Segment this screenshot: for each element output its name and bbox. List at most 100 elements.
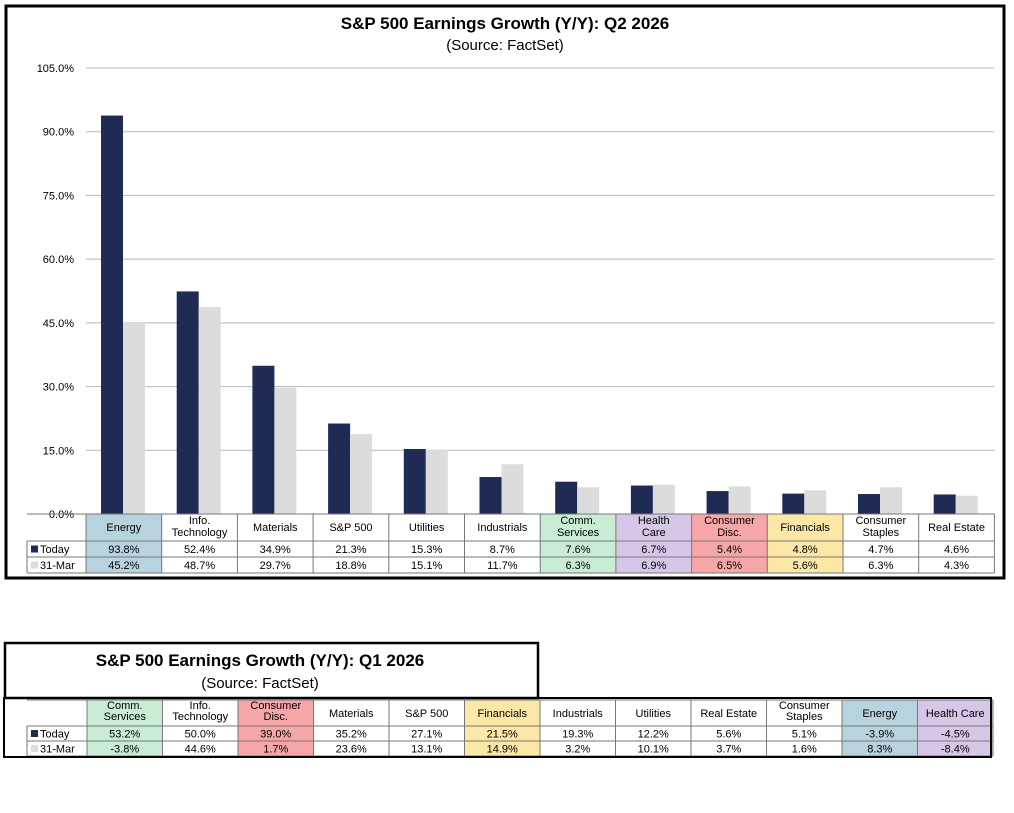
y-tick-label: 45.0% [43, 318, 74, 330]
data-label: 15.3% [411, 544, 442, 556]
y-tick-label: 15.0% [43, 445, 74, 457]
table-frame [3, 697, 992, 758]
y-axis-tick-labels: 0.0% 15.0% 30.0% 45.0% 60.0% 75.0% 90.0% 105.0% [37, 63, 75, 521]
category-label-energy: Energy [862, 708, 897, 720]
column-highlight [238, 700, 314, 756]
data-label: 45.2% [108, 560, 139, 572]
category-label-consumer-staples: Consumer Staples [855, 515, 906, 539]
data-label: 3.2% [565, 744, 590, 756]
data-label: 8.3% [867, 744, 892, 756]
bar-today-financials [782, 493, 805, 514]
data-label: 50.0% [185, 729, 216, 741]
chart-subtitle: (Source: FactSet) [446, 37, 564, 54]
data-label: -4.5% [941, 729, 970, 741]
bar-31-mar-energy [123, 322, 145, 514]
bar-today-info-technology [176, 291, 199, 514]
bar-31-mar-materials [274, 387, 297, 514]
column-highlight [615, 514, 692, 573]
legend-swatch-31-mar [31, 561, 38, 569]
category-label-s-p-500: S&P 500 [405, 708, 448, 720]
data-label: 12.2% [638, 729, 669, 741]
bar-31-mar-industrials [501, 464, 524, 514]
category-label-materials: Materials [253, 522, 298, 534]
category-label-consumer-disc: Consumer Disc. [704, 515, 755, 539]
data-label: 19.3% [562, 729, 593, 741]
data-label: 11.7% [487, 560, 518, 572]
data-label: 35.2% [336, 729, 367, 741]
data-label: 4.3% [944, 560, 969, 572]
bar-today-industrials [479, 477, 502, 514]
data-label: 18.8% [335, 560, 366, 572]
column-highlight [767, 514, 843, 573]
data-label: 44.6% [185, 744, 216, 756]
bar-31-mar-utilities [425, 449, 448, 514]
column-highlight [87, 700, 163, 756]
data-table: Comm. Services Info. Technology Consumer Disc… [3, 697, 994, 758]
q2-earnings-chart: S&P 500 Earnings Growth (Y/Y): Q2 2026 (… [4, 4, 1006, 580]
legend-label-31-mar: 31-Mar [40, 744, 75, 756]
data-label: 13.1% [411, 744, 442, 756]
bar-today-materials [252, 365, 275, 514]
bar-31-mar-consumer-disc [728, 486, 751, 514]
column-highlight [691, 514, 768, 573]
y-tick-label: 105.0% [37, 63, 75, 75]
data-label: 52.4% [184, 544, 215, 556]
y-tick-label: 75.0% [43, 190, 74, 202]
legend-swatch-31-mar [31, 745, 38, 752]
category-label-financials: Financials [780, 522, 830, 534]
category-label-industrials: Industrials [553, 708, 604, 720]
category-label-energy: Energy [106, 522, 141, 534]
bars [101, 115, 978, 514]
data-label: 3.7% [716, 744, 741, 756]
legend-label-31-mar: 31-Mar [40, 560, 75, 572]
data-label: 5.1% [792, 729, 817, 741]
data-label: 6.5% [717, 560, 742, 572]
column-highlight [86, 514, 162, 573]
chart-title: S&P 500 Earnings Growth (Y/Y): Q2 2026 [341, 14, 669, 33]
category-label-financials: Financials [477, 708, 527, 720]
category-label-comm-services: Comm. Services [104, 700, 147, 723]
bar-today-comm-services [555, 481, 578, 514]
bar-31-mar-real-estate [955, 495, 978, 514]
bar-31-mar-consumer-staples [880, 487, 902, 514]
y-tick-label: 60.0% [43, 254, 74, 266]
bar-today-utilities [403, 449, 426, 514]
data-label: 15.1% [411, 560, 442, 572]
y-tick-label: 30.0% [43, 382, 74, 394]
data-label: 6.3% [868, 560, 893, 572]
category-label-info-technology: Info. Technology [172, 700, 228, 723]
category-label-utilities: Utilities [409, 522, 445, 534]
data-label: 14.9% [487, 744, 518, 756]
chart-subtitle: (Source: FactSet) [201, 675, 319, 692]
category-label-info-technology: Info. Technology [172, 515, 228, 539]
q1-earnings-table: S&P 500 Earnings Growth (Y/Y): Q1 2026 (… [3, 641, 994, 758]
category-label-real-estate: Real Estate [700, 708, 757, 720]
legend-swatch-today [31, 730, 38, 737]
category-label-utilities: Utilities [636, 708, 672, 720]
data-label: 4.7% [868, 544, 893, 556]
data-label: 29.7% [260, 560, 291, 572]
bar-today-s-p-500 [328, 423, 351, 514]
y-tick-label: 90.0% [43, 127, 74, 139]
data-label: 8.7% [490, 544, 515, 556]
bar-31-mar-financials [804, 490, 827, 514]
data-label: 7.6% [566, 544, 591, 556]
data-label: 4.8% [793, 544, 818, 556]
legend-swatch-today [31, 545, 38, 553]
data-label: 5.6% [793, 560, 818, 572]
bar-today-consumer-staples [858, 494, 880, 514]
bar-31-mar-health-care [652, 484, 675, 514]
data-label: 5.6% [716, 729, 741, 741]
chart-title: S&P 500 Earnings Growth (Y/Y): Q1 2026 [96, 651, 424, 670]
data-label: 5.4% [717, 544, 742, 556]
bar-31-mar-s-p-500 [350, 434, 373, 514]
category-label-consumer-staples: Consumer Staples [779, 700, 830, 723]
category-label-industrials: Industrials [477, 522, 528, 534]
data-label: 39.0% [260, 729, 291, 741]
data-label: 93.8% [108, 544, 139, 556]
column-highlight [842, 700, 918, 756]
data-label: -8.4% [941, 744, 970, 756]
category-label-real-estate: Real Estate [928, 522, 985, 534]
y-tick-label: 0.0% [49, 509, 74, 521]
bar-today-health-care [630, 485, 653, 514]
